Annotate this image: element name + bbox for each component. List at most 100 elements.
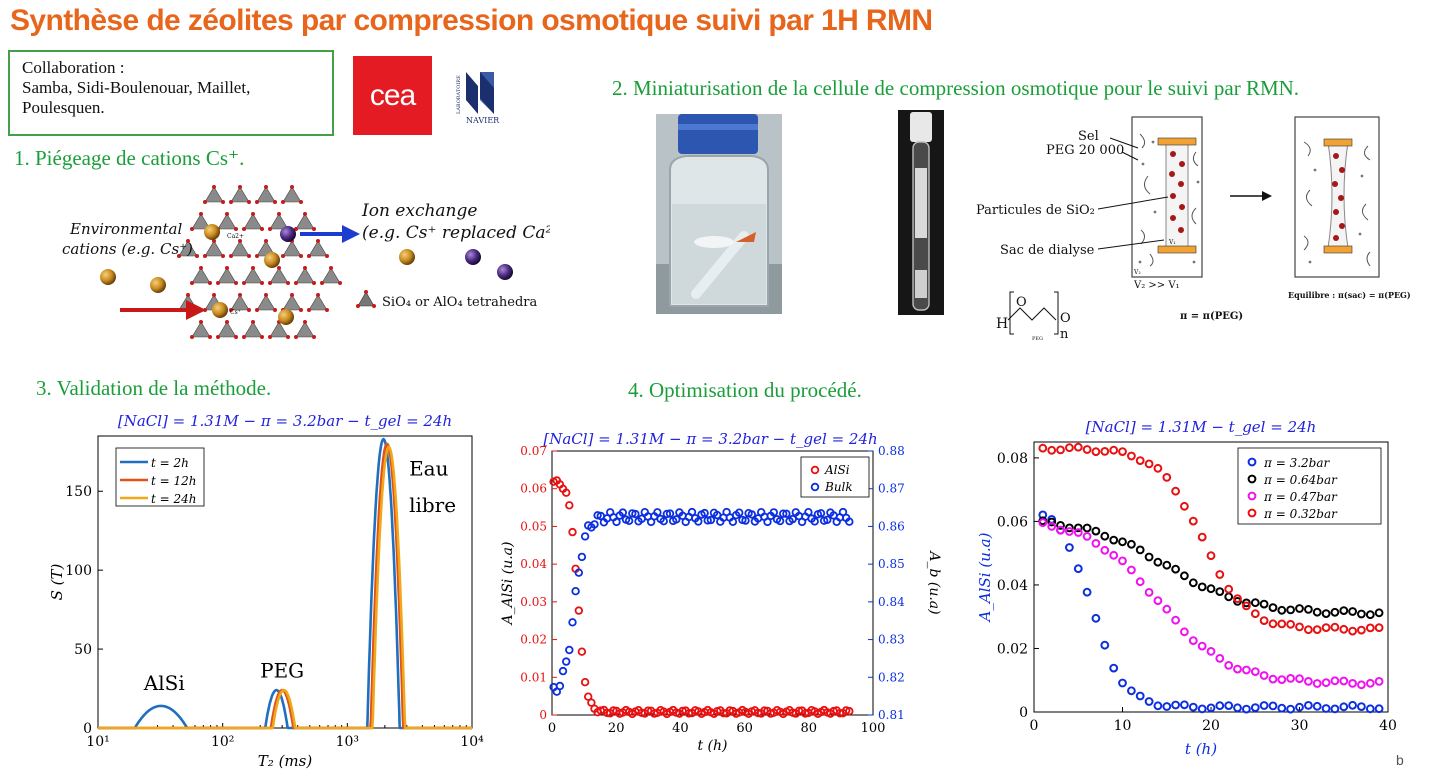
peg-structure <box>1007 307 1057 321</box>
data-point <box>1312 701 1322 711</box>
legend: t = 2h t = 12h t = 24h <box>115 447 205 507</box>
data-point <box>747 510 756 519</box>
env-cations-label-2: cations (e.g. Cs⁺) <box>62 240 193 258</box>
data-point <box>769 508 778 517</box>
data-point <box>700 508 709 518</box>
legend-marker <box>1247 457 1257 467</box>
data-point <box>1162 604 1172 614</box>
oxygen-atom <box>225 266 229 270</box>
tetrahedron <box>282 240 302 257</box>
oxygen-atom <box>316 293 320 297</box>
oxygen-atom <box>299 200 303 204</box>
oxygen-atom <box>199 212 203 216</box>
oxygen-atom <box>251 212 255 216</box>
oxygen-atom <box>238 239 242 243</box>
y-tick-label: 0.01 <box>520 670 547 684</box>
data-point <box>1144 588 1154 597</box>
data-point <box>555 681 565 691</box>
x-tick-label: 80 <box>801 721 818 736</box>
oxygen-atom <box>255 308 259 312</box>
data-point <box>760 706 769 715</box>
data-point <box>1357 702 1366 712</box>
legend-marker <box>810 482 820 492</box>
section-1-title: 1. Piégeage de cations Cs⁺. <box>14 146 245 170</box>
oxygen-atom <box>255 200 259 204</box>
data-point <box>1365 623 1375 633</box>
y-tick-label: 50 <box>74 642 92 658</box>
data-point <box>1188 702 1198 712</box>
data-point <box>1312 625 1322 635</box>
data-point <box>1348 607 1358 616</box>
data-point <box>1233 664 1242 674</box>
tetrahedron <box>295 213 315 230</box>
chart-1-svg: [NaCl] = 1.31M − π = 3.2bar − t_gel = 24… <box>48 412 484 770</box>
sio2-particles <box>1169 151 1185 233</box>
data-point <box>1206 551 1216 561</box>
data-point <box>561 488 571 497</box>
cea-logo-text: cea <box>369 79 416 112</box>
legend-marker <box>1247 474 1257 484</box>
tetrahedron <box>256 186 276 203</box>
data-point <box>1153 557 1163 567</box>
tetrahedron <box>217 267 237 284</box>
y-right-tick-label: 0.81 <box>878 708 905 722</box>
peg-label: PEG 20 000 <box>1046 143 1124 158</box>
data-point <box>1374 608 1384 618</box>
x-tick-label: 0 <box>1030 718 1039 734</box>
oxygen-atom <box>268 335 272 339</box>
legend-box <box>800 456 870 498</box>
data-point <box>1188 516 1198 526</box>
data-point <box>1374 677 1384 686</box>
data-point <box>1180 571 1189 581</box>
annotation-eau: Eau <box>409 456 449 480</box>
legend-label: π = 0.64bar <box>1263 473 1338 487</box>
data-point <box>1250 703 1260 713</box>
data-point <box>1188 578 1198 588</box>
oxygen-atom <box>294 335 298 339</box>
x-tick-label: 20 <box>608 721 625 736</box>
data-point <box>1162 702 1172 711</box>
data-point <box>1357 680 1366 690</box>
x-tick-label: 10² <box>211 734 234 750</box>
tetrahedron <box>191 267 211 284</box>
data-point <box>1330 676 1340 686</box>
data-point <box>1047 517 1057 527</box>
data-point <box>1277 605 1287 615</box>
legend-label: t = 2h <box>151 456 189 470</box>
data-point <box>571 586 580 596</box>
oxygen-atom <box>268 227 272 231</box>
legend: π = 3.2bar π = 0.64bar π = 0.47bar π = 0.32… <box>1237 447 1382 525</box>
oxygen-atom <box>294 281 298 285</box>
oxygen-atom <box>229 254 233 258</box>
oxygen-atom <box>212 239 216 243</box>
data-point <box>810 517 819 526</box>
data-point <box>1259 671 1269 680</box>
collaboration-heading: Collaboration : <box>22 58 125 77</box>
data-point <box>577 552 587 562</box>
y-tick-label: 0.04 <box>520 557 547 571</box>
data-point <box>1374 704 1384 714</box>
oxygen-atom <box>277 266 281 270</box>
data-point <box>1348 679 1358 688</box>
ca-ball <box>497 264 513 280</box>
oxygen-atom <box>212 185 216 189</box>
data-point <box>1065 527 1074 536</box>
x-tick-label: 30 <box>1291 718 1309 734</box>
data-point <box>1268 619 1278 629</box>
oxygen-atom <box>203 254 207 258</box>
data-point <box>1127 539 1136 549</box>
tetrahedron <box>295 321 315 338</box>
oxygen-atom <box>221 254 225 258</box>
data-point <box>1233 594 1242 604</box>
cation-ball <box>212 302 228 318</box>
data-point <box>1180 700 1189 710</box>
data-point <box>1127 451 1136 461</box>
data-point <box>1135 577 1145 587</box>
data-point <box>845 517 854 526</box>
zeolite-figure: Environmental cations (e.g. Cs⁺) Ion exc… <box>62 185 568 339</box>
oxygen-atom <box>312 281 316 285</box>
data-point <box>1082 445 1092 454</box>
cell-box-equilibrium <box>1294 116 1380 278</box>
x-tick-label: 10³ <box>336 734 359 750</box>
data-point <box>1056 521 1065 530</box>
